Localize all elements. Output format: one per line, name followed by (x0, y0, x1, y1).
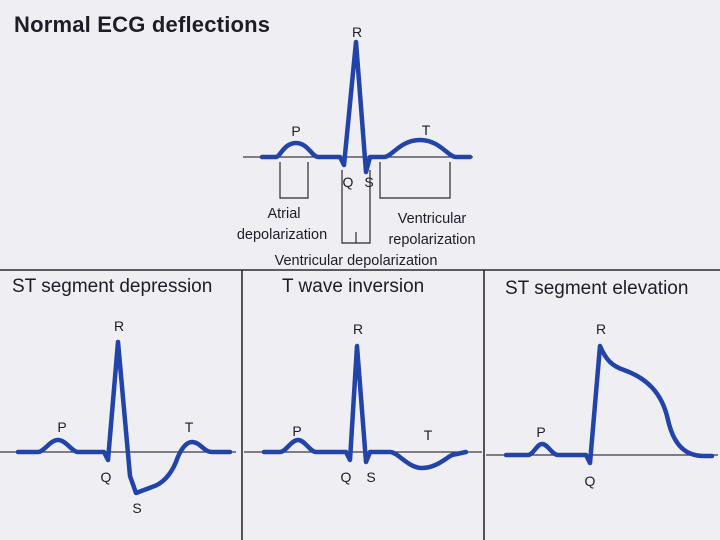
elevation-label-r: R (596, 321, 606, 337)
figure-title: Normal ECG deflections (14, 12, 271, 37)
st-depression-trace (15, 339, 233, 496)
label-t: T (422, 122, 431, 138)
panel-title-st-elevation: ST segment elevation (505, 278, 689, 299)
depression-label-s: S (132, 500, 141, 516)
atrial-bracket (279, 162, 309, 199)
depression-label-t: T (185, 419, 194, 435)
inversion-label-r: R (353, 321, 363, 337)
panel-title-st-depression: ST segment depression (12, 276, 213, 297)
label-p: P (291, 123, 300, 139)
inversion-label-q: Q (341, 469, 352, 485)
elevation-label-q: Q (585, 473, 596, 489)
t-inversion-trace (261, 343, 469, 471)
ventricular-repol-line2: repolarization (388, 232, 475, 248)
elevation-label-p: P (536, 424, 545, 440)
normal-ecg-trace (259, 39, 473, 175)
label-q: Q (343, 174, 354, 190)
st-elevation-trace (503, 343, 715, 466)
panel-title-t-inversion: T wave inversion (282, 276, 425, 297)
inversion-label-p: P (292, 423, 301, 439)
inversion-label-s: S (366, 469, 375, 485)
atrial-label-line2: depolarization (237, 227, 327, 243)
depression-label-r: R (114, 318, 124, 334)
inversion-label-t: T (424, 427, 433, 443)
ventricular-depol-bracket (341, 170, 371, 244)
depression-label-q: Q (101, 469, 112, 485)
ventricular-depol-label: Ventricular depolarization (275, 253, 438, 269)
atrial-label-line1: Atrial (267, 206, 300, 222)
depression-label-p: P (57, 419, 66, 435)
ventricular-repol-line1: Ventricular (398, 211, 467, 227)
label-r: R (352, 24, 362, 40)
ventricular-repol-bracket (379, 162, 451, 199)
label-s: S (364, 174, 373, 190)
